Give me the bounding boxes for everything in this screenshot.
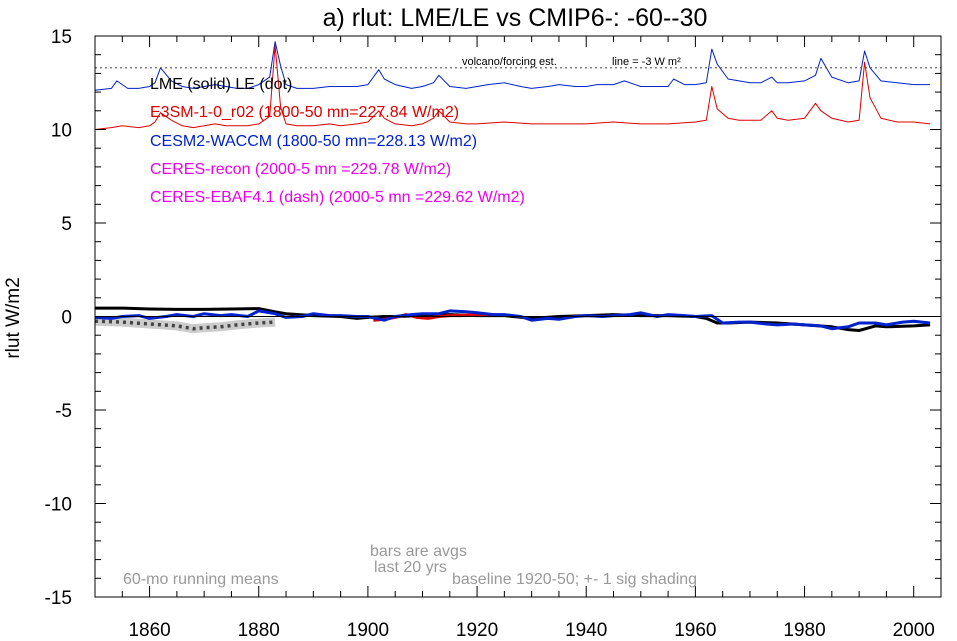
x-tick-label: 1860 (128, 620, 170, 641)
x-tick-label: 1960 (674, 620, 716, 641)
y-tick-label: 5 (61, 214, 72, 235)
x-tick-label: 1940 (565, 620, 607, 641)
volcanic-series-1 (94, 44, 931, 130)
y-tick-label: 15 (51, 27, 72, 48)
reference-line-label: volcano/forcing est. (462, 56, 557, 68)
series-layer (94, 41, 931, 334)
reference-line-value-label: line = -3 W m² (612, 56, 681, 68)
annotation-layer: 1860 1880 1900 1920 1940 1960 1980 2000 15 10 5 0 -5… (45, 27, 935, 641)
y-axis-label: rlut W/m2 (3, 277, 24, 358)
y-tick-label: -5 (55, 401, 72, 422)
legend-entry: E3SM-1-0_r02 (1800-50 mn=227.84 W/m2) (150, 104, 459, 121)
anomaly-series-2 (94, 309, 931, 331)
legend-entry: CERES-recon (2000-5 mn =229.78 W/m2) (150, 161, 451, 178)
le-spread-shading (94, 316, 276, 334)
x-tick-label: 2000 (893, 620, 935, 641)
annotation: 60-mo running means (123, 571, 279, 588)
y-tick-label: -15 (45, 588, 72, 609)
x-tick-label: 1920 (456, 620, 498, 641)
volcanic-series-0 (94, 41, 931, 91)
legend-entry: CESM2-WACCM (1800-50 mn=228.13 W/m2) (150, 133, 477, 150)
y-tick-label: 0 (61, 308, 72, 329)
x-tick-label: 1880 (238, 620, 280, 641)
chart-title: a) rlut: LME/LE vs CMIP6-: -60--30 (323, 4, 708, 32)
y-tick-label: 10 (51, 121, 72, 142)
x-tick-label: 1900 (347, 620, 389, 641)
annotation: bars are avgs (370, 543, 467, 560)
legend-entry: CERES-EBAF4.1 (dash) (2000-5 mn =229.62 … (150, 189, 525, 206)
annotation: baseline 1920-50; +- 1 sig shading (452, 571, 697, 588)
y-tick-label: -10 (45, 495, 72, 516)
annotation: last 20 yrs (374, 559, 447, 576)
legend-entry: LME (solid) LE (dot) (150, 76, 292, 93)
axis-layer (94, 35, 942, 598)
x-tick-label: 1980 (783, 620, 825, 641)
